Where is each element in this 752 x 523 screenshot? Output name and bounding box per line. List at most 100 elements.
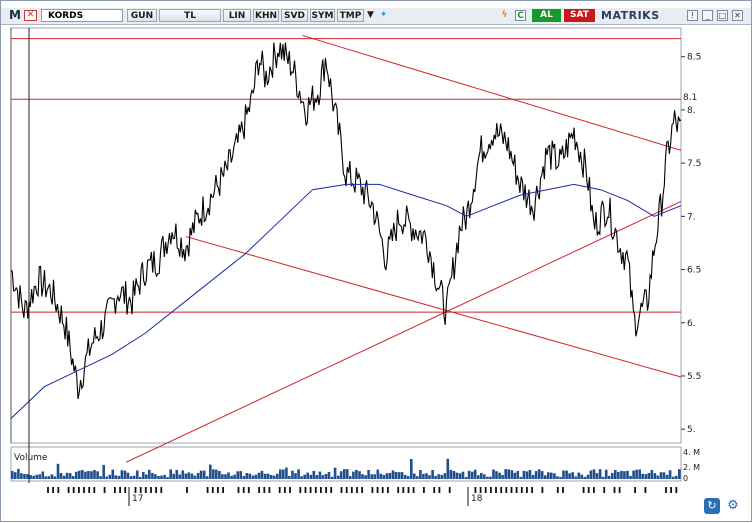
time-tick <box>278 487 281 493</box>
volume-bar <box>364 475 367 479</box>
volume-bar <box>291 470 294 479</box>
volume-tick-label-0: 4. M <box>683 448 700 457</box>
volume-bar <box>96 471 99 479</box>
volume-bar <box>154 474 157 479</box>
close-symbol-icon[interactable]: ✕ <box>24 10 37 21</box>
volume-bar <box>620 470 623 479</box>
volume-bar <box>531 474 535 479</box>
volume-bar <box>178 474 182 479</box>
volume-bar <box>218 471 221 479</box>
volume-bar <box>230 475 233 479</box>
time-tick <box>299 487 302 493</box>
volume-bar <box>309 474 313 479</box>
volume-bar <box>279 469 282 479</box>
volume-bar <box>641 473 644 479</box>
time-tick <box>448 487 451 493</box>
volume-bar <box>629 475 632 479</box>
close-window-icon[interactable]: ✕ <box>732 10 743 21</box>
volume-bar <box>422 473 425 479</box>
volume-bar <box>257 472 261 479</box>
volume-bar <box>142 472 145 479</box>
currency-button[interactable]: TL <box>159 9 221 22</box>
volume-bar <box>477 475 480 479</box>
dropdown-arrow-icon[interactable]: ▼ <box>367 10 374 20</box>
volume-bar <box>224 474 227 479</box>
volume-bar <box>62 475 66 479</box>
scale-button[interactable]: LIN <box>223 9 251 22</box>
template-button[interactable]: TMP <box>337 9 364 22</box>
volume-bar <box>650 469 654 479</box>
time-tick <box>541 487 544 493</box>
volume-bar <box>540 471 544 479</box>
volume-bar <box>565 470 568 479</box>
symbol-field[interactable]: KORDS <box>41 9 123 22</box>
volume-bar <box>604 469 608 479</box>
volume-bar <box>483 474 486 479</box>
time-tick <box>526 487 528 493</box>
level-annotation: 8.1 <box>683 93 697 103</box>
volume-bar <box>662 472 666 479</box>
volume-bar <box>339 471 343 479</box>
lightning-icon[interactable]: ϟ <box>501 10 508 20</box>
sym-button[interactable]: SYM <box>310 9 335 22</box>
period-button[interactable]: GUN <box>127 9 157 22</box>
time-tick <box>237 487 240 493</box>
time-tick <box>381 487 384 493</box>
volume-bar <box>41 471 45 479</box>
volume-bar <box>419 470 422 479</box>
volume-bar <box>38 474 41 479</box>
volume-bar <box>431 470 434 479</box>
twitter-icon[interactable]: ✦ <box>379 10 388 20</box>
time-tick <box>320 487 322 493</box>
volume-bar <box>120 470 124 479</box>
time-tick <box>376 487 379 493</box>
trendline-1 <box>185 236 682 378</box>
time-tick <box>160 487 163 493</box>
buy-button[interactable]: AL <box>532 9 561 22</box>
volume-bar <box>166 477 169 479</box>
time-tick <box>423 487 425 493</box>
volume-bar <box>406 476 410 479</box>
sell-button[interactable]: SAT <box>564 9 595 22</box>
volume-bar <box>367 470 370 479</box>
time-tick <box>211 487 214 493</box>
volume-bar <box>516 471 520 479</box>
volume-bar <box>303 474 306 479</box>
volume-bar <box>614 470 617 479</box>
volume-bar <box>123 470 127 479</box>
settings-icon[interactable]: ⚙ <box>727 498 739 513</box>
volume-bar <box>473 469 477 479</box>
volume-bar <box>29 475 32 479</box>
volume-bar <box>318 471 322 479</box>
volume-bar <box>163 474 166 479</box>
info-icon[interactable]: ! <box>687 10 698 21</box>
chart-type-button[interactable]: KHN <box>253 9 279 22</box>
time-tick <box>593 487 595 493</box>
volume-bar <box>330 476 334 479</box>
time-tick <box>217 487 219 493</box>
volume-bar <box>297 469 300 479</box>
sync-icon[interactable]: ↻ <box>704 498 720 514</box>
volume-bar <box>425 473 428 479</box>
svd-button[interactable]: SVD <box>281 9 308 22</box>
volume-bar <box>306 472 309 479</box>
volume-bar <box>285 467 288 479</box>
minimize-icon[interactable]: _ <box>702 10 713 21</box>
time-tick <box>644 487 647 493</box>
volume-bar <box>455 472 459 479</box>
volume-bar <box>199 470 203 479</box>
volume-bar <box>26 474 29 479</box>
volume-bar <box>148 469 151 479</box>
volume-bar <box>522 470 526 479</box>
volume-bar <box>333 467 337 479</box>
volume-bar <box>665 474 669 479</box>
volume-bar <box>184 473 188 479</box>
x-label-17: 17 <box>132 494 143 504</box>
refresh-c-icon[interactable]: C <box>515 10 526 21</box>
price-tick-label-6: 5.5 <box>687 372 701 382</box>
volume-bar <box>635 469 638 479</box>
maximize-icon[interactable]: □ <box>717 10 728 21</box>
time-tick <box>490 487 492 493</box>
volume-bar <box>617 472 620 479</box>
